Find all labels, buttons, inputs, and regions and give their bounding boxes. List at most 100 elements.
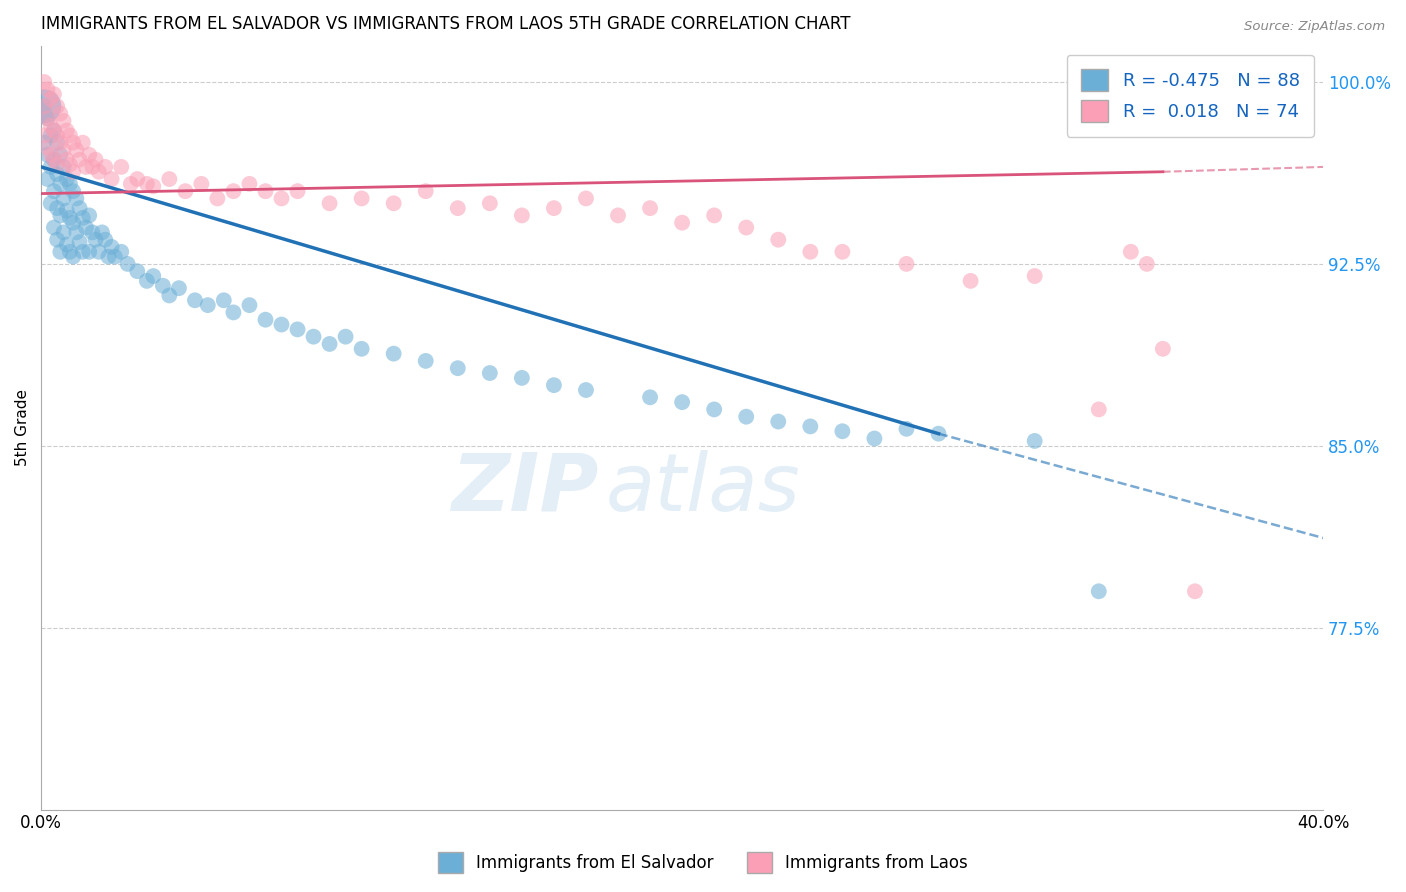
Point <box>59 128 82 143</box>
Point <box>928 426 950 441</box>
Point <box>39 196 62 211</box>
Point <box>94 233 117 247</box>
Point <box>37 112 59 126</box>
Point <box>77 244 100 259</box>
Point <box>510 208 533 222</box>
Point <box>896 422 918 436</box>
Point <box>34 99 56 113</box>
Point <box>39 128 62 143</box>
Point <box>39 148 62 162</box>
Point <box>863 432 886 446</box>
Point <box>110 160 132 174</box>
Point <box>34 136 56 150</box>
Point <box>350 342 373 356</box>
Point <box>735 409 758 424</box>
Point <box>69 201 91 215</box>
Point <box>1024 434 1046 448</box>
Point <box>671 395 693 409</box>
Point <box>254 184 277 198</box>
Point <box>65 191 87 205</box>
Point <box>42 123 65 137</box>
Point <box>197 298 219 312</box>
Point <box>174 184 197 198</box>
Point <box>87 244 110 259</box>
Point <box>91 226 114 240</box>
Point <box>607 208 630 222</box>
Point <box>335 329 357 343</box>
Point <box>1119 244 1142 259</box>
Point <box>447 361 470 376</box>
Legend: R = -0.475   N = 88, R =  0.018   N = 74: R = -0.475 N = 88, R = 0.018 N = 74 <box>1067 54 1315 136</box>
Point <box>69 235 91 249</box>
Point <box>478 196 501 211</box>
Point <box>42 87 65 102</box>
Point <box>77 208 100 222</box>
Point <box>42 184 65 198</box>
Point <box>46 233 69 247</box>
Point <box>478 366 501 380</box>
Point <box>142 179 165 194</box>
Point <box>49 148 72 162</box>
Point <box>49 177 72 191</box>
Point <box>768 233 790 247</box>
Point <box>49 106 72 120</box>
Point <box>52 113 75 128</box>
Point <box>49 208 72 222</box>
Point <box>212 293 235 308</box>
Point <box>42 153 65 167</box>
Point <box>55 123 77 137</box>
Point <box>135 274 157 288</box>
Point <box>100 172 122 186</box>
Point <box>287 184 309 198</box>
Point <box>117 257 139 271</box>
Point <box>65 143 87 157</box>
Point <box>62 165 84 179</box>
Point <box>42 220 65 235</box>
Point <box>768 415 790 429</box>
Point <box>575 191 598 205</box>
Point <box>270 191 292 205</box>
Point <box>222 305 245 319</box>
Point <box>97 250 120 264</box>
Point <box>42 123 65 137</box>
Text: ZIP: ZIP <box>451 450 599 528</box>
Point <box>735 220 758 235</box>
Point <box>52 191 75 205</box>
Point <box>447 201 470 215</box>
Point <box>52 160 75 174</box>
Point <box>34 75 56 89</box>
Point <box>318 337 340 351</box>
Point <box>831 244 853 259</box>
Point <box>37 82 59 96</box>
Point <box>120 177 142 191</box>
Point <box>37 172 59 186</box>
Point <box>39 92 62 106</box>
Point <box>415 354 437 368</box>
Point <box>190 177 212 191</box>
Point <box>1152 342 1174 356</box>
Point <box>55 172 77 186</box>
Point <box>543 378 565 392</box>
Point <box>415 184 437 198</box>
Point <box>46 167 69 181</box>
Point <box>62 136 84 150</box>
Point <box>62 184 84 198</box>
Point <box>799 419 821 434</box>
Point <box>142 268 165 283</box>
Point <box>157 288 180 302</box>
Point <box>270 318 292 332</box>
Point <box>1184 584 1206 599</box>
Point <box>238 177 260 191</box>
Point <box>55 203 77 218</box>
Point <box>37 148 59 162</box>
Point <box>1087 402 1109 417</box>
Text: atlas: atlas <box>605 450 800 528</box>
Point <box>1136 257 1159 271</box>
Point <box>87 165 110 179</box>
Point <box>34 99 56 113</box>
Point <box>46 201 69 215</box>
Point <box>39 160 62 174</box>
Point <box>49 244 72 259</box>
Point <box>100 240 122 254</box>
Point <box>75 220 97 235</box>
